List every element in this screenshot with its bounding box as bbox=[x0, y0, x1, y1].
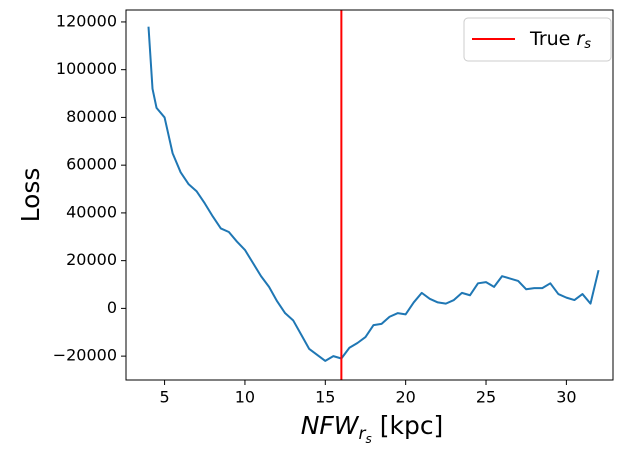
x-tick-label: 5 bbox=[159, 388, 169, 407]
legend-box bbox=[463, 17, 612, 62]
x-tick-label: 20 bbox=[395, 388, 415, 407]
x-label-subsub: s bbox=[366, 432, 372, 446]
x-tick-label: 30 bbox=[556, 388, 576, 407]
x-tick-label: 25 bbox=[476, 388, 496, 407]
legend: True rs bbox=[463, 17, 612, 62]
y-tick-label: 100000 bbox=[56, 59, 117, 78]
y-tick-label: 60000 bbox=[66, 155, 117, 174]
x-tick-label: 15 bbox=[315, 388, 335, 407]
legend-sub: s bbox=[584, 37, 591, 52]
y-tick-label: 0 bbox=[107, 298, 117, 317]
legend-text: True bbox=[529, 28, 576, 50]
y-tick-label: 20000 bbox=[66, 250, 117, 269]
y-tick-label: 40000 bbox=[66, 202, 117, 221]
y-tick-label: −20000 bbox=[53, 346, 117, 365]
x-label-sub: r bbox=[359, 424, 367, 444]
y-axis-label: Loss bbox=[16, 168, 45, 223]
x-axis-label: NFWrs [kpc] bbox=[301, 411, 444, 446]
plot-frame bbox=[125, 9, 614, 381]
x-label-base: NFW bbox=[301, 411, 360, 440]
data-line bbox=[147, 26, 600, 362]
y-tick-label: 120000 bbox=[56, 11, 117, 30]
y-tick-label: 80000 bbox=[66, 107, 117, 126]
x-tick-label: 10 bbox=[235, 388, 255, 407]
legend-label: True rs bbox=[529, 28, 591, 52]
legend-var: r bbox=[576, 28, 585, 50]
x-label-unit: [kpc] bbox=[372, 411, 444, 440]
